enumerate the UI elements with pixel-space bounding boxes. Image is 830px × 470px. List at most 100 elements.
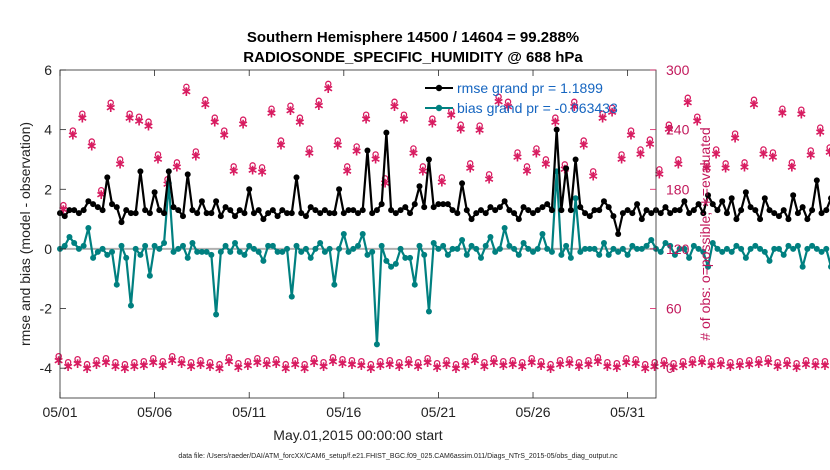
y-tick-label: 0	[44, 241, 52, 257]
obs-possible-marker	[79, 110, 86, 117]
rmse-series-marker	[700, 210, 707, 217]
obs-possible-marker	[646, 136, 654, 143]
obs-evaluated-marker: ∗	[739, 159, 751, 175]
rmse-series-marker	[321, 207, 328, 214]
rmse-series-marker	[719, 198, 726, 205]
obs-possible-marker	[372, 151, 379, 158]
obs-possible-marker	[741, 159, 748, 166]
obs-evaluated-marker: ∗	[786, 159, 798, 175]
obs-evaluated-marker: ∗	[62, 359, 74, 375]
obs-possible-marker	[220, 127, 228, 134]
bias-series-marker	[506, 242, 513, 249]
rmse-series-marker	[388, 207, 395, 214]
y-axis-left: -4 -2 0 2 4 6	[40, 62, 66, 376]
bias-series-marker	[274, 248, 281, 255]
obs-possible-marker	[64, 358, 72, 366]
rmse-series-marker	[146, 210, 153, 217]
y-right-tick-label: 60	[666, 301, 682, 317]
obs-possible-marker	[693, 113, 701, 120]
obs-evaluated-marker: ∗	[133, 114, 145, 130]
obs-evaluated-marker: ∗	[237, 117, 249, 133]
obs-evaluated-marker: ∗	[668, 360, 680, 376]
rmse-series-marker	[823, 207, 830, 214]
rmse-series-marker	[364, 147, 371, 154]
rmse-series-marker	[686, 210, 693, 217]
obs-evaluated-marker: ∗	[531, 145, 543, 161]
bias-series-marker	[326, 245, 333, 252]
rmse-series-marker	[440, 201, 447, 208]
bias-series-marker	[629, 242, 636, 249]
obs-evaluated-marker: ∗	[729, 131, 741, 147]
obs-evaluated-marker: ∗	[592, 354, 604, 370]
obs-possible-marker	[343, 163, 351, 170]
bias-series-marker	[582, 245, 589, 252]
obs-evaluated-marker: ∗	[748, 97, 760, 113]
obs-possible-marker	[750, 96, 758, 104]
obs-possible-marker	[102, 354, 110, 362]
bias-series-marker	[132, 245, 139, 252]
rmse-series-marker	[548, 207, 555, 214]
obs-evaluated-marker: ∗	[677, 358, 689, 374]
obs-evaluated-marker: ∗	[810, 358, 822, 374]
obs-possible-marker	[656, 166, 663, 173]
rmse-series-marker	[615, 231, 622, 237]
obs-possible-marker	[764, 354, 772, 362]
rmse-series-marker	[605, 204, 612, 211]
obs-evaluated-marker: ∗	[767, 149, 779, 165]
obs-possible-marker	[717, 356, 725, 364]
rmse-series-marker	[775, 213, 782, 220]
bias-series-marker	[345, 248, 352, 255]
rmse-series-marker	[85, 198, 92, 205]
obs-evaluated-marker: ∗	[417, 163, 429, 179]
obs-evaluated-marker: ∗	[701, 160, 713, 176]
bias-series-marker	[175, 245, 182, 252]
obs-evaluated-marker: ∗	[777, 106, 789, 122]
obs-evaluated-marker: ∗	[620, 355, 632, 371]
obs-evaluated-marker: ∗	[299, 361, 311, 377]
rmse-series-marker	[250, 210, 257, 217]
obs-evaluated-marker: ∗	[687, 356, 699, 372]
obs-possible-marker	[727, 358, 734, 366]
obs-possible-marker	[788, 159, 796, 166]
obs-evaluated-marker: ∗	[488, 355, 500, 371]
obs-possible-marker	[249, 162, 256, 169]
bias-series-marker	[657, 248, 664, 255]
rmse-series-marker	[619, 210, 626, 217]
obs-evaluated-marker: ∗	[672, 156, 684, 172]
rmse-series-marker	[355, 210, 361, 217]
rmse-series-marker	[113, 204, 120, 211]
obs-possible-marker	[523, 163, 531, 170]
rmse-series-marker	[723, 210, 730, 217]
obs-possible-marker	[395, 358, 403, 366]
obs-evaluated-marker: ∗	[772, 359, 784, 375]
obs-evaluated-marker: ∗	[152, 151, 164, 167]
obs-evaluated-marker: ∗	[147, 355, 159, 371]
obs-evaluated-marker: ∗	[800, 357, 812, 373]
obs-evaluated-marker: ∗	[247, 162, 259, 178]
rmse-series-marker	[738, 207, 745, 214]
bias-series-marker	[695, 245, 702, 252]
rmse-series-marker	[761, 195, 768, 202]
obs-evaluated-marker: ∗	[251, 355, 263, 371]
rmse-series-marker	[184, 171, 191, 178]
obs-possible-marker	[126, 110, 133, 117]
bias-series-marker	[340, 231, 347, 237]
obs-possible-marker	[816, 124, 824, 131]
y-right-tick-label: 180	[666, 181, 690, 197]
bias-series-marker	[331, 281, 338, 288]
obs-possible-marker	[433, 359, 441, 367]
obs-possible-marker	[334, 137, 342, 144]
obs-evaluated-marker: ∗	[119, 361, 131, 377]
bias-series-marker	[113, 281, 120, 288]
obs-evaluated-marker: ∗	[635, 146, 647, 162]
rmse-series-marker	[421, 204, 428, 211]
rmse-series-marker	[312, 207, 319, 214]
obs-possible-marker	[641, 360, 649, 368]
obs-possible-marker	[585, 356, 592, 364]
obs-evaluated-marker: ∗	[313, 98, 325, 114]
bias-series-marker	[378, 242, 385, 249]
obs-possible-marker	[310, 354, 318, 362]
obs-possible-marker	[471, 352, 479, 360]
rmse-series-marker	[402, 204, 409, 211]
rmse-series-marker	[794, 210, 801, 217]
